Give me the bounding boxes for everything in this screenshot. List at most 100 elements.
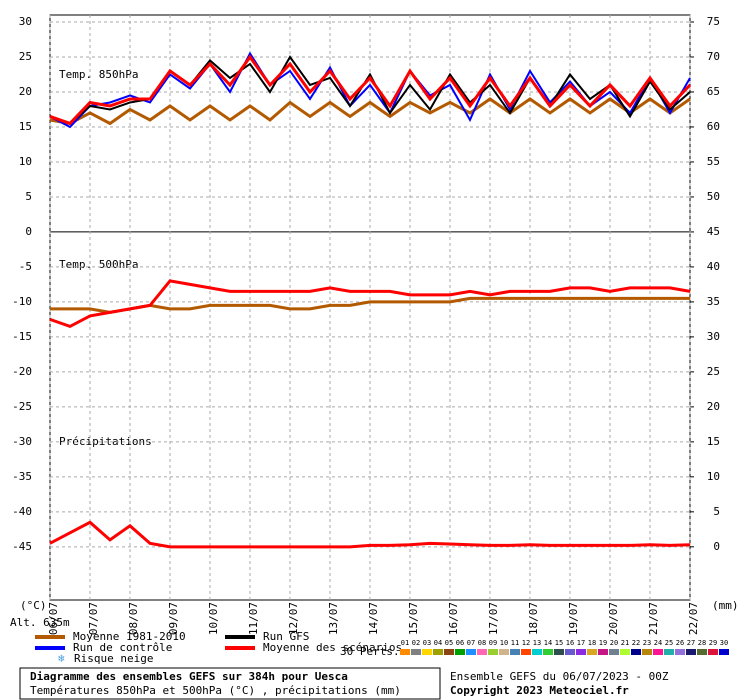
perturbation-number: 04 bbox=[434, 639, 442, 647]
perturbations-label: 30 Perts. bbox=[340, 645, 400, 658]
perturbation-swatch bbox=[466, 649, 476, 655]
perturbation-number: 05 bbox=[445, 639, 453, 647]
y2-tick-label: 45 bbox=[707, 225, 720, 238]
altitude: Alt. 635m bbox=[10, 616, 70, 629]
perturbation-number: 26 bbox=[676, 639, 684, 647]
perturbation-number: 23 bbox=[643, 639, 651, 647]
y2-tick-label: 75 bbox=[707, 15, 720, 28]
y-tick-label: -40 bbox=[12, 505, 32, 518]
snow-icon: ❄ bbox=[58, 652, 65, 665]
series-line bbox=[49, 520, 691, 549]
perturbation-number: 02 bbox=[412, 639, 420, 647]
y-tick-label: 30 bbox=[19, 15, 32, 28]
perturbation-swatch bbox=[422, 649, 432, 655]
y-tick-label: -35 bbox=[12, 470, 32, 483]
y2-tick-label: 70 bbox=[707, 50, 720, 63]
perturbation-swatch bbox=[510, 649, 520, 655]
perturbation-number: 03 bbox=[423, 639, 431, 647]
y-tick-label: 5 bbox=[25, 190, 32, 203]
x-tick-label: 07/07 bbox=[87, 602, 100, 635]
perturbation-swatch bbox=[719, 649, 729, 655]
perturbation-swatch bbox=[576, 649, 586, 655]
x-tick-label: 10/07 bbox=[207, 602, 220, 635]
perturbation-number: 08 bbox=[478, 639, 486, 647]
perturbation-number: 13 bbox=[533, 639, 541, 647]
x-tick-label: 18/07 bbox=[527, 602, 540, 635]
perturbation-number: 29 bbox=[709, 639, 717, 647]
perturbation-number: 21 bbox=[621, 639, 629, 647]
perturbation-swatch bbox=[686, 649, 696, 655]
y2-tick-label: 15 bbox=[707, 435, 720, 448]
footer-box bbox=[19, 667, 441, 700]
x-tick-label: 09/07 bbox=[167, 602, 180, 635]
panel-label: Temp. 500hPa bbox=[59, 258, 138, 271]
perturbation-swatch bbox=[664, 649, 674, 655]
y-tick-label: -45 bbox=[12, 540, 32, 553]
x-tick-label: 21/07 bbox=[647, 602, 660, 635]
panel-label: Temp. 850hPa bbox=[59, 68, 138, 81]
perturbation-swatch bbox=[554, 649, 564, 655]
perturbation-number: 15 bbox=[555, 639, 563, 647]
y2-tick-label: 65 bbox=[707, 85, 720, 98]
y2-tick-label: 50 bbox=[707, 190, 720, 203]
perturbation-swatch bbox=[543, 649, 553, 655]
y2-tick-label: 5 bbox=[713, 505, 720, 518]
y2-tick-label: 60 bbox=[707, 120, 720, 133]
perturbation-number: 19 bbox=[599, 639, 607, 647]
perturbation-swatch bbox=[411, 649, 421, 655]
x-tick-label: 14/07 bbox=[367, 602, 380, 635]
x-tick-label: 22/07 bbox=[687, 602, 700, 635]
y2-tick-label: 10 bbox=[707, 470, 720, 483]
run-info: Ensemble GEFS du 06/07/2023 - 00Z bbox=[450, 670, 669, 683]
legend-label: Moyenne 1981-2010 bbox=[73, 630, 186, 643]
footer-title: Diagramme des ensembles GEFS sur 384h po… bbox=[30, 670, 348, 683]
y2-tick-label: 35 bbox=[707, 295, 720, 308]
x-tick-label: 15/07 bbox=[407, 602, 420, 635]
perturbation-number: 01 bbox=[401, 639, 409, 647]
perturbation-swatch bbox=[488, 649, 498, 655]
series-line bbox=[49, 54, 692, 126]
perturbation-swatch bbox=[598, 649, 608, 655]
perturbation-number: 24 bbox=[654, 639, 662, 647]
series-line bbox=[49, 279, 691, 329]
perturbation-swatch bbox=[565, 649, 575, 655]
x-tick-label: 06/07 bbox=[47, 602, 60, 635]
x-tick-label: 12/07 bbox=[287, 602, 300, 635]
y-tick-label: 0 bbox=[25, 225, 32, 238]
perturbation-swatch bbox=[400, 649, 410, 655]
y2-tick-label: 40 bbox=[707, 260, 720, 273]
perturbation-swatch bbox=[455, 649, 465, 655]
perturbation-number: 06 bbox=[456, 639, 464, 647]
perturbation-swatch bbox=[444, 649, 454, 655]
y-tick-label: -10 bbox=[12, 295, 32, 308]
y2-tick-label: 25 bbox=[707, 365, 720, 378]
y-unit: (°C) bbox=[20, 599, 47, 612]
perturbation-swatch bbox=[587, 649, 597, 655]
perturbation-number: 20 bbox=[610, 639, 618, 647]
y2-tick-label: 20 bbox=[707, 400, 720, 413]
legend-label: Moyenne des scénarios bbox=[263, 641, 402, 654]
perturbation-number: 22 bbox=[632, 639, 640, 647]
y2-tick-label: 0 bbox=[713, 540, 720, 553]
legend-label: Run de contrôle bbox=[73, 641, 172, 654]
y-tick-label: 10 bbox=[19, 155, 32, 168]
y-tick-label: -5 bbox=[19, 260, 32, 273]
perturbation-number: 27 bbox=[687, 639, 695, 647]
perturbation-swatch bbox=[708, 649, 718, 655]
perturbation-number: 17 bbox=[577, 639, 585, 647]
perturbation-number: 10 bbox=[500, 639, 508, 647]
perturbation-number: 30 bbox=[720, 639, 728, 647]
y2-tick-label: 55 bbox=[707, 155, 720, 168]
y-tick-label: 25 bbox=[19, 50, 32, 63]
y-tick-label: -25 bbox=[12, 400, 32, 413]
perturbation-number: 25 bbox=[665, 639, 673, 647]
x-tick-label: 20/07 bbox=[607, 602, 620, 635]
perturbation-swatch bbox=[642, 649, 652, 655]
perturbation-swatch bbox=[631, 649, 641, 655]
snow-risk: Risque neige bbox=[74, 652, 153, 665]
perturbation-swatch bbox=[675, 649, 685, 655]
perturbation-number: 09 bbox=[489, 639, 497, 647]
x-tick-label: 17/07 bbox=[487, 602, 500, 635]
y-tick-label: 15 bbox=[19, 120, 32, 133]
